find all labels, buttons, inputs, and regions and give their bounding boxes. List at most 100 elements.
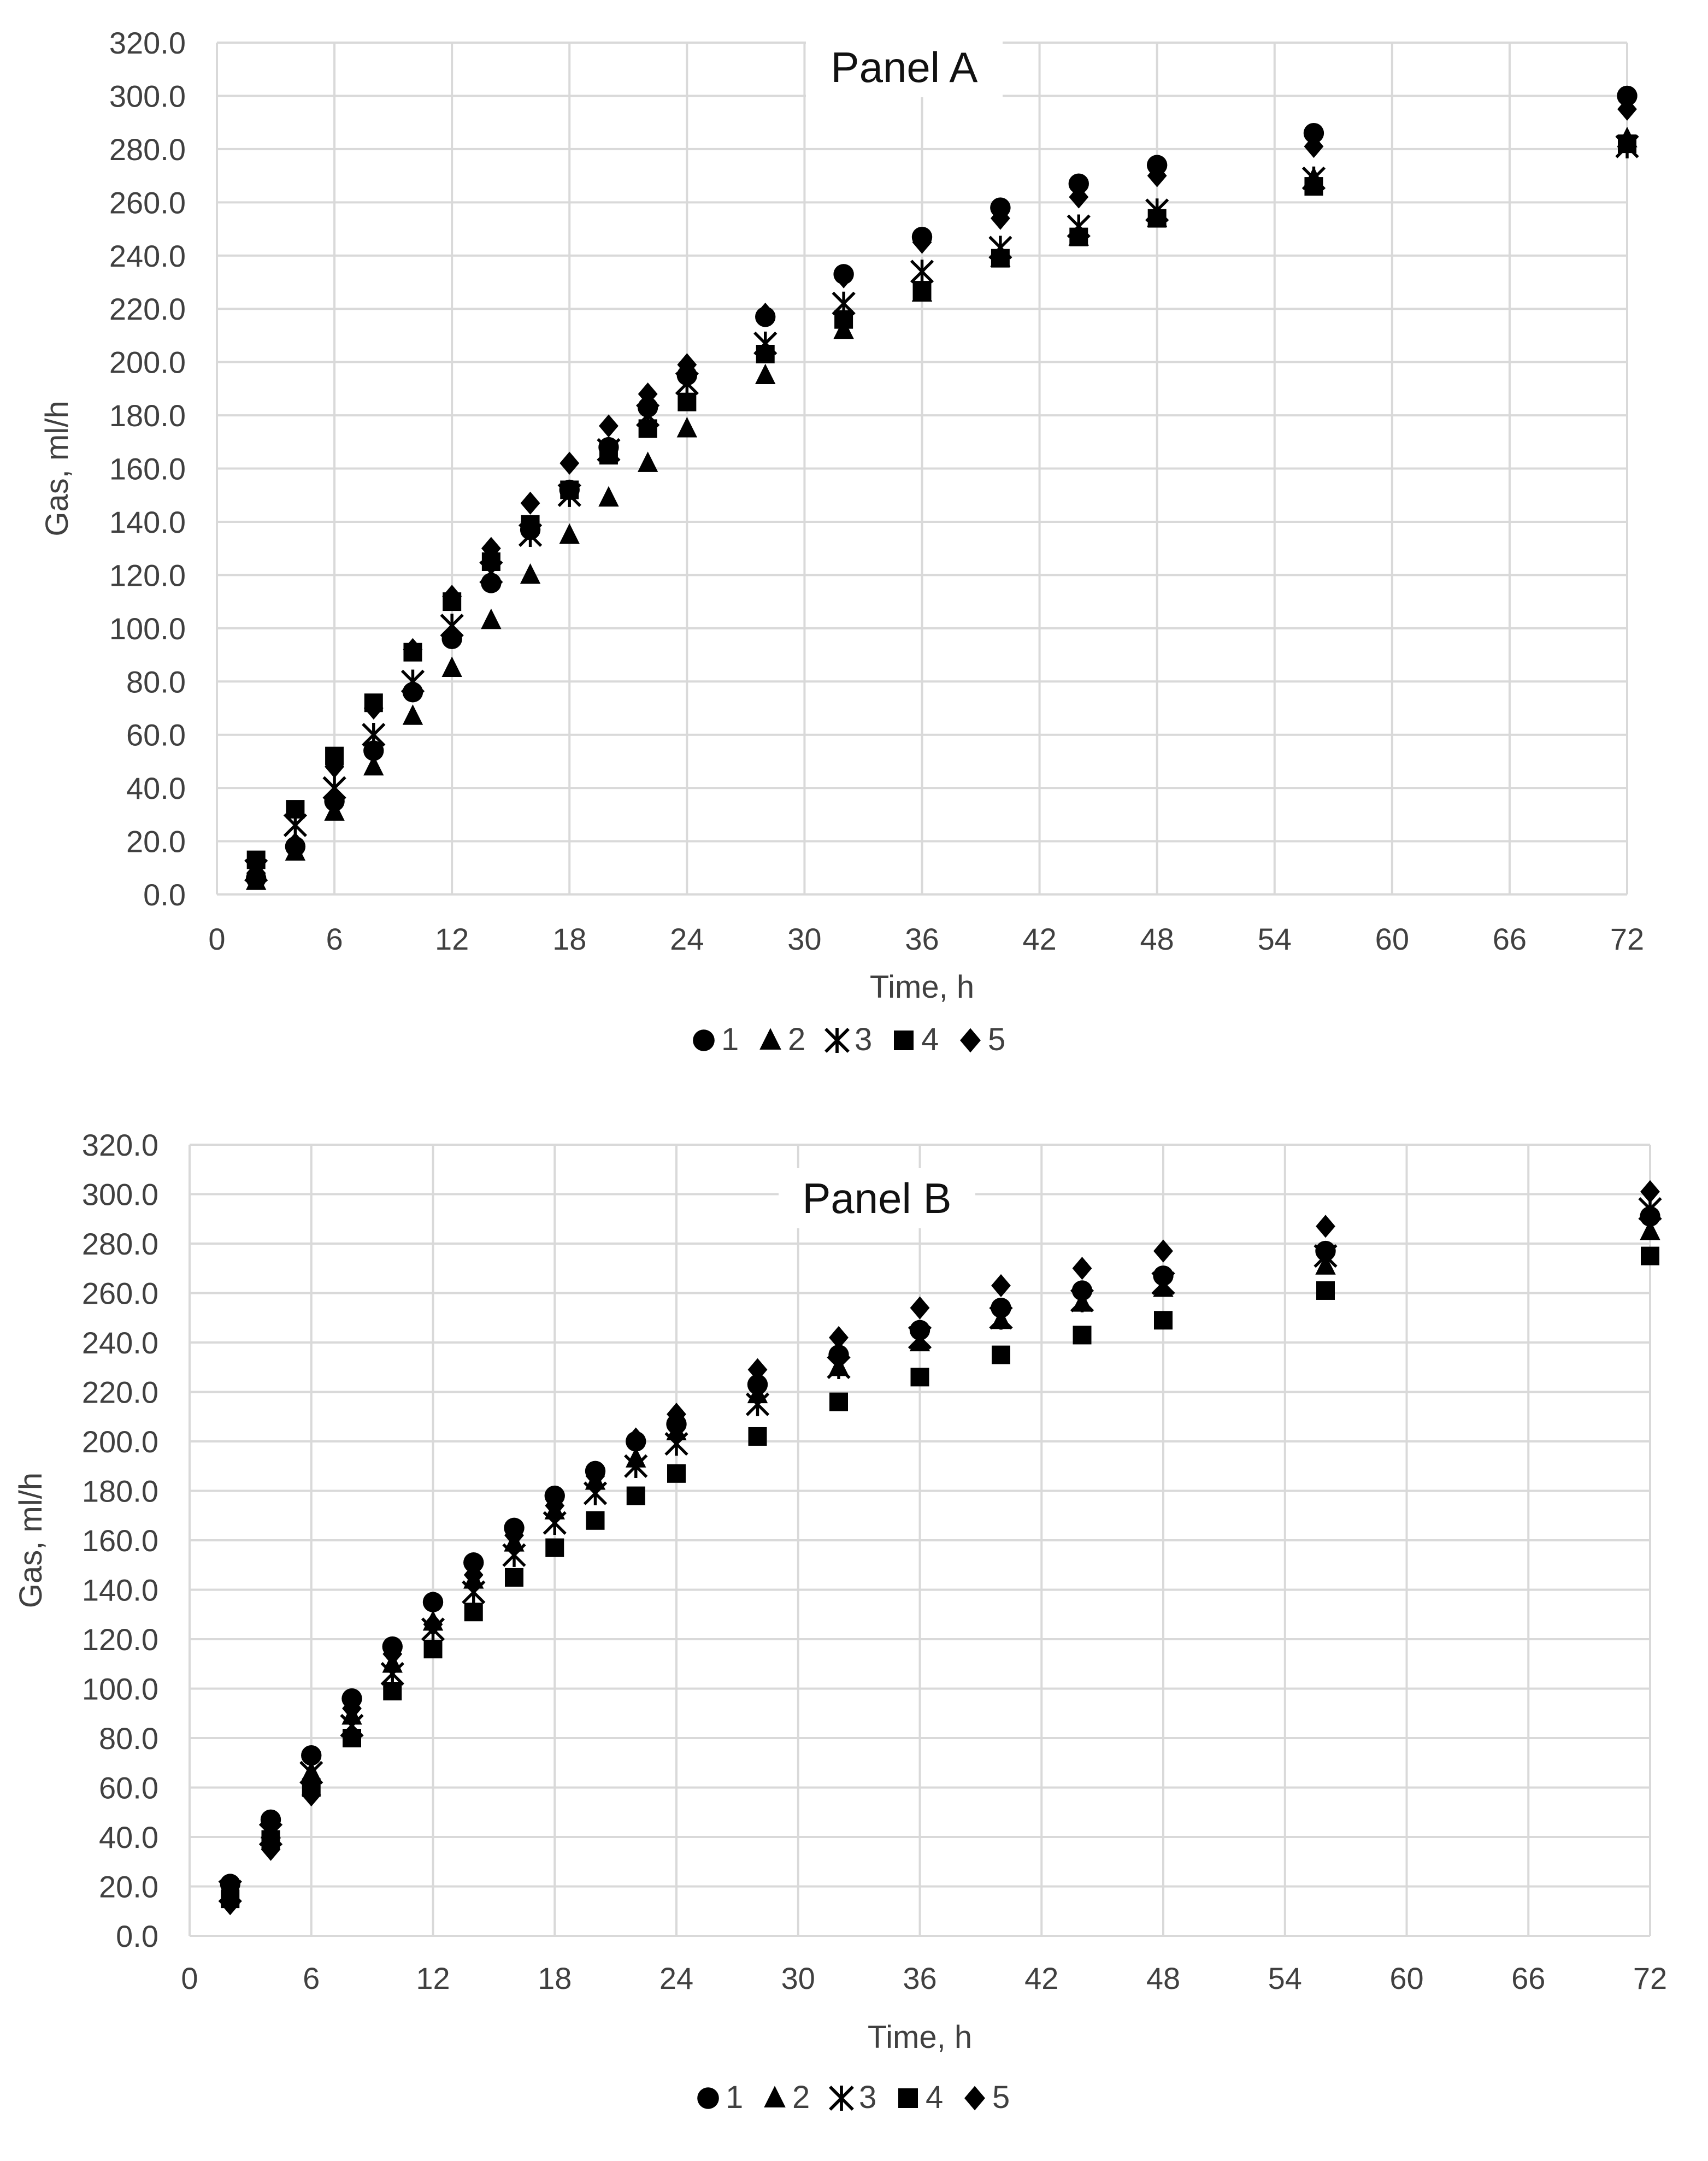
series-4-point [756,345,775,364]
legend-item-3: 3 [824,1022,872,1057]
series-5-point [442,585,462,608]
series-3-point [1070,1288,1094,1312]
series-4-point [1147,209,1167,228]
legend-label-1: 1 [721,1022,739,1057]
legend-label-2: 2 [788,1022,805,1057]
series-5-point [261,1838,281,1861]
y-tick-label: 160.0 [82,1523,158,1558]
legend-marker-1 [693,1029,715,1051]
x-tick-label: 6 [303,1961,320,1995]
x-tick-label: 48 [1140,922,1174,956]
series-5-point [481,537,501,560]
x-tick-label: 6 [326,922,343,956]
legend-item-2: 2 [764,2080,810,2115]
panel-a-y-axis-title: Gas, ml/h [39,401,75,536]
series-5-point [1617,97,1637,121]
series-1-point [1617,85,1638,107]
series-5-point [301,1783,321,1807]
series-4-point [464,1603,483,1622]
series-4-point [991,249,1010,268]
series-5-point [463,1563,484,1587]
series-2-point [666,1420,687,1440]
x-tick-label: 24 [670,922,704,956]
y-tick-label: 80.0 [99,1721,158,1756]
series-5-point [285,832,305,856]
x-tick-label: 42 [1022,922,1056,956]
y-tick-label: 260.0 [109,185,186,220]
x-tick-label: 66 [1493,922,1527,956]
panel-a-title-background [806,37,1003,97]
y-tick-label: 200.0 [109,345,186,380]
series-5-point [246,861,266,885]
legend-item-4: 4 [898,2080,943,2115]
series-5-point [1147,164,1167,187]
x-tick-label: 48 [1146,1961,1180,1995]
series-3-point [502,1543,526,1567]
series-4-point [343,1729,361,1747]
y-tick-label: 240.0 [82,1326,158,1360]
series-1-point [363,740,384,761]
x-tick-label: 36 [905,922,939,956]
y-tick-label: 180.0 [82,1474,158,1509]
y-tick-label: 200.0 [82,1424,158,1459]
series-3-point [624,1454,648,1478]
series-4-point [912,281,932,300]
series-4-point [678,392,697,411]
legend-item-2: 2 [759,1022,805,1057]
series-5-point [1072,1257,1092,1280]
y-tick-label: 0.0 [116,1919,158,1953]
y-tick-label: 140.0 [109,505,186,539]
series-5-point [504,1523,524,1547]
series-5-point [677,353,697,376]
x-tick-label: 12 [416,1961,450,1995]
y-tick-label: 240.0 [109,239,186,273]
legend-label-5: 5 [988,1022,1005,1057]
legend-marker-4 [894,1031,914,1050]
y-tick-label: 300.0 [82,1177,158,1212]
legend-item-1: 1 [693,1022,739,1057]
legend-marker-2 [764,2086,786,2108]
legend-item-3: 3 [829,2080,876,2115]
series-4-point [423,1640,443,1659]
y-tick-label: 320.0 [109,26,186,60]
legend-marker-5 [960,1028,981,1053]
y-tick-label: 40.0 [99,1820,158,1854]
legend-marker-1 [697,2087,719,2109]
series-4-point [667,1464,686,1483]
y-tick-label: 120.0 [82,1622,158,1657]
series-4-point [286,800,305,819]
y-tick-label: 80.0 [126,664,186,699]
panel-b-data-points [218,1180,1662,1916]
series-4-point [910,1368,929,1387]
series-5-point [638,382,658,406]
series-4-point [1618,134,1636,154]
series-4-point [748,1427,767,1446]
y-tick-label: 140.0 [82,1573,158,1607]
series-2-point [559,523,580,544]
series-4-point [545,1538,564,1557]
series-5-point [991,1274,1011,1298]
x-tick-label: 60 [1389,1961,1423,1995]
series-5-point [834,265,854,288]
panel-b-title-background [779,1168,975,1228]
series-2-point [402,704,423,725]
legend-label-1: 1 [726,2080,743,2115]
series-2-point [676,417,698,438]
series-3-point [989,1306,1013,1330]
y-tick-label: 180.0 [109,398,186,433]
panel-b-x-axis-title: Time, h [868,2019,972,2055]
series-5-point [382,1642,403,1666]
series-4-point [1316,1281,1335,1300]
x-tick-label: 54 [1268,1961,1302,1995]
series-4-point [1641,1246,1659,1265]
series-5-point [325,755,345,779]
panel-a-title: Panel A [831,43,978,91]
series-3-point [745,1392,770,1416]
y-tick-label: 40.0 [126,771,186,805]
x-tick-label: 72 [1633,1961,1667,1995]
legend-label-5: 5 [992,2080,1010,2115]
series-4-point [638,419,657,438]
series-5-point [1153,1239,1173,1263]
series-5-point [520,491,540,515]
series-2-point [363,755,384,776]
